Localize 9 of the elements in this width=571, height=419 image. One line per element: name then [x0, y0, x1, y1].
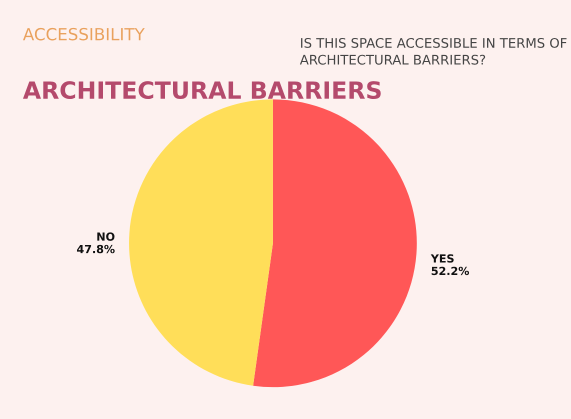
pie-slice [253, 99, 417, 388]
data-label: 52.2% [432, 266, 470, 276]
chart-title: ARCHITECTURAL BARRIERS [22, 81, 381, 100]
pie-slice [129, 99, 273, 386]
slice-label: YES [430, 254, 454, 263]
text: IS THIS SPACE ACCESSIBLE IN TERMS OF ARCHITECTURAL BARRIERS? [300, 38, 567, 65]
chart-subtitle: ACCESSIBILITY [22, 28, 145, 40]
data-label: 47.8% [76, 244, 115, 254]
slice-label: NO [97, 232, 114, 241]
